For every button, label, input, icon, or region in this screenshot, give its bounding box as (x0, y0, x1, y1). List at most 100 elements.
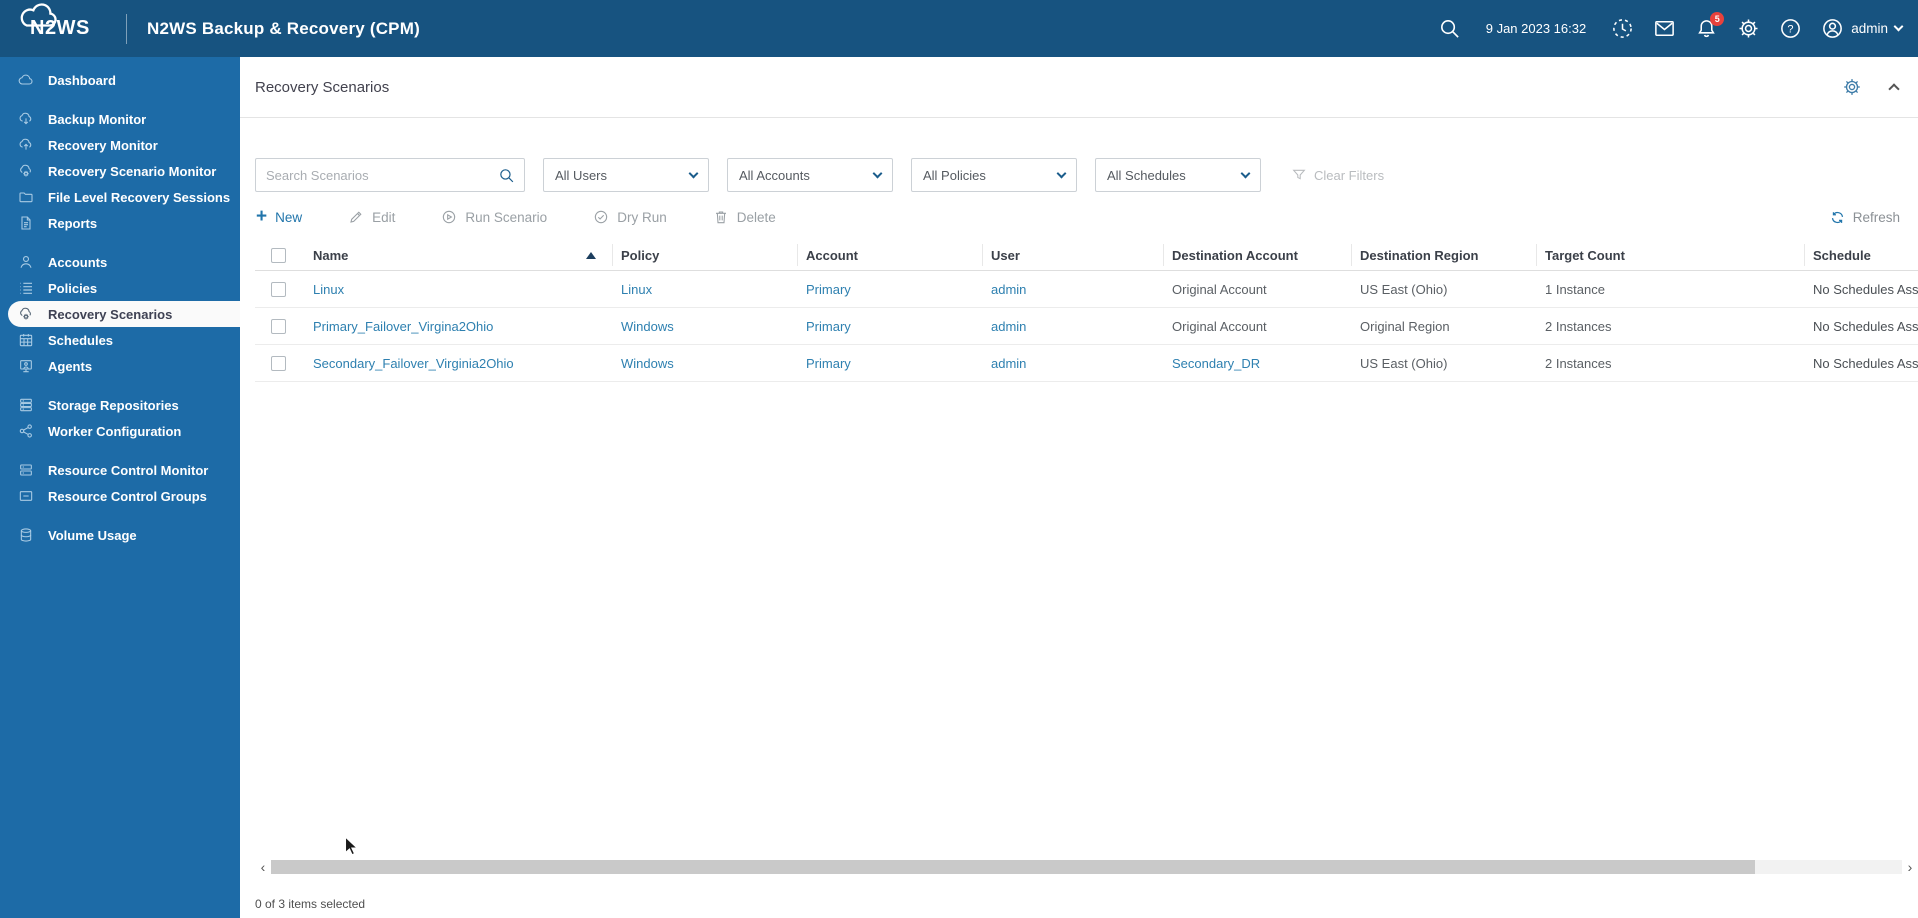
collapse-panel-chevron-up-icon[interactable] (1888, 83, 1900, 95)
users-filter-select[interactable]: All Users (543, 158, 709, 192)
policy-link[interactable]: Windows (621, 318, 674, 334)
user-link[interactable]: admin (991, 318, 1027, 334)
column-header-account[interactable]: Account (798, 244, 983, 266)
dry-run-button[interactable]: Dry Run (593, 209, 667, 225)
row-checkbox[interactable] (270, 318, 286, 334)
destination-account-link[interactable]: Secondary_DR (1172, 355, 1261, 371)
search-icon[interactable] (498, 167, 515, 184)
policy-link[interactable]: Linux (621, 281, 653, 297)
mail-icon[interactable] (1653, 17, 1676, 40)
scenario-name-link[interactable]: Primary_Failover_Virgina2Ohio (313, 318, 494, 334)
sidebar-item-reports[interactable]: Reports (0, 210, 240, 236)
sidebar-item-recovery-monitor[interactable]: Recovery Monitor (0, 132, 240, 158)
clear-filters-button[interactable]: Clear Filters (1291, 167, 1384, 183)
run-scenario-button[interactable]: Run Scenario (441, 209, 547, 225)
refresh-button[interactable]: Refresh (1830, 210, 1900, 225)
row-checkbox[interactable] (270, 281, 286, 297)
n2ws-logo: N2WS (16, 3, 112, 40)
sidebar-item-schedules[interactable]: Schedules (0, 327, 240, 353)
sidebar-item-label: Recovery Scenarios (48, 306, 173, 322)
app-title: N2WS Backup & Recovery (CPM) (147, 18, 420, 38)
topbar-divider (126, 13, 127, 44)
search-input[interactable] (256, 167, 498, 183)
accounts-filter-select[interactable]: All Accounts (727, 158, 893, 192)
user-name: admin (1851, 21, 1888, 36)
clear-filters-label: Clear Filters (1314, 167, 1385, 183)
sidebar-item-label: Recovery Monitor (48, 137, 158, 153)
scenario-name-link[interactable]: Linux (313, 281, 345, 297)
sidebar-item-resource-control-groups[interactable]: Resource Control Groups (0, 483, 240, 509)
user-link[interactable]: admin (991, 281, 1027, 297)
sidebar-item-file-level-recovery-sessions[interactable]: File Level Recovery Sessions (0, 184, 240, 210)
table-row: Secondary_Failover_Virginia2Ohio Windows… (255, 345, 1918, 382)
accounts-filter-value: All Accounts (739, 167, 810, 183)
user-link[interactable]: admin (991, 355, 1027, 371)
sidebar-item-storage-repositories[interactable]: Storage Repositories (0, 392, 240, 418)
sidebar-item-agents[interactable]: Agents (0, 353, 240, 379)
scroll-left-arrow[interactable]: ‹ (260, 859, 266, 875)
user-avatar-icon (1821, 17, 1844, 40)
delete-button-label: Delete (736, 209, 776, 225)
database-icon (18, 527, 34, 543)
account-link[interactable]: Primary (806, 318, 851, 334)
logo-cloud-icon (20, 3, 57, 27)
user-menu[interactable]: admin (1821, 17, 1904, 40)
settings-gear-icon[interactable] (1737, 17, 1760, 40)
search-icon[interactable] (1438, 17, 1461, 40)
column-header-policy[interactable]: Policy (613, 244, 798, 266)
scenarios-table: Name Policy Account User Destination Acc… (255, 240, 1918, 382)
column-header-schedule[interactable]: Schedule (1813, 247, 1871, 263)
scroll-right-arrow[interactable]: › (1907, 859, 1913, 875)
delete-button[interactable]: Delete (713, 209, 776, 225)
sidebar-item-label: Backup Monitor (48, 111, 147, 127)
sidebar-item-resource-control-monitor[interactable]: Resource Control Monitor (0, 457, 240, 483)
scrollbar-thumb[interactable] (271, 860, 1756, 874)
sidebar-item-backup-monitor[interactable]: Backup Monitor (0, 106, 240, 132)
sidebar-item-worker-configuration[interactable]: Worker Configuration (0, 418, 240, 444)
selection-status-text: 0 of 3 items selected (255, 897, 366, 911)
new-button[interactable]: + New (256, 206, 303, 227)
filter-bar: All Users All Accounts All Policies All … (255, 158, 1918, 192)
help-icon[interactable] (1779, 17, 1802, 40)
notifications-button[interactable]: 5 (1695, 12, 1725, 40)
session-timer-icon[interactable] (1611, 17, 1634, 40)
horizontal-scrollbar: ‹ › (255, 859, 1918, 875)
account-link[interactable]: Primary (806, 355, 851, 371)
table-settings-gear-icon[interactable] (1842, 77, 1862, 97)
sidebar-item-recovery-scenarios[interactable]: Recovery Scenarios (8, 301, 240, 327)
plus-icon: + (256, 206, 268, 227)
chevron-down-icon (1240, 168, 1251, 179)
server-icon (18, 462, 34, 478)
folder-icon (18, 189, 34, 205)
schedules-filter-value: All Schedules (1107, 167, 1186, 183)
scenario-name-link[interactable]: Secondary_Failover_Virginia2Ohio (313, 355, 514, 371)
sidebar-item-recovery-scenario-monitor[interactable]: Recovery Scenario Monitor (0, 158, 240, 184)
sidebar-item-volume-usage[interactable]: Volume Usage (0, 522, 240, 548)
column-header-destination-region[interactable]: Destination Region (1352, 244, 1537, 266)
column-header-destination-account[interactable]: Destination Account (1164, 244, 1352, 266)
target-count-value: 2 Instances (1545, 318, 1612, 334)
account-link[interactable]: Primary (806, 281, 851, 297)
edit-button[interactable]: Edit (348, 209, 395, 225)
column-header-name[interactable]: Name (301, 244, 613, 266)
column-header-user[interactable]: User (983, 244, 1164, 266)
column-header-target-count[interactable]: Target Count (1537, 244, 1805, 266)
sidebar-item-label: Worker Configuration (48, 423, 182, 439)
schedules-filter-select[interactable]: All Schedules (1095, 158, 1261, 192)
clear-filter-funnel-icon (1291, 167, 1307, 183)
policy-link[interactable]: Windows (621, 355, 674, 371)
sidebar-item-label: Resource Control Monitor (48, 462, 209, 478)
recovery-scenarios-icon (18, 306, 34, 322)
sidebar-item-accounts[interactable]: Accounts (0, 249, 240, 275)
page-header: Recovery Scenarios (240, 57, 1918, 118)
scrollbar-track[interactable] (271, 860, 1902, 874)
policies-filter-select[interactable]: All Policies (911, 158, 1077, 192)
select-all-checkbox[interactable] (270, 247, 286, 263)
list-icon (18, 280, 34, 296)
sidebar-item-dashboard[interactable]: Dashboard (0, 67, 240, 93)
new-button-label: New (275, 209, 303, 225)
sidebar-item-policies[interactable]: Policies (0, 275, 240, 301)
policies-filter-value: All Policies (923, 167, 986, 183)
datetime-text: 9 Jan 2023 16:32 (1485, 21, 1587, 36)
row-checkbox[interactable] (270, 355, 286, 371)
